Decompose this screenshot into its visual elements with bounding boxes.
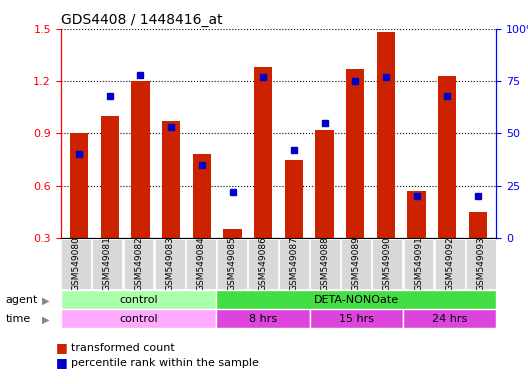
Bar	[131, 81, 149, 238]
Bar	[92, 239, 122, 289]
Bar	[438, 76, 456, 238]
Text: GSM549084: GSM549084	[196, 237, 205, 291]
Bar	[162, 121, 181, 238]
Bar	[279, 239, 309, 289]
Bar	[254, 67, 272, 238]
Bar	[285, 160, 303, 238]
Text: ■: ■	[55, 341, 67, 354]
Text: GSM549086: GSM549086	[259, 237, 268, 291]
Text: GSM549091: GSM549091	[414, 237, 423, 291]
Text: GDS4408 / 1448416_at: GDS4408 / 1448416_at	[61, 13, 222, 27]
Bar	[223, 229, 242, 238]
Text: ▶: ▶	[42, 314, 50, 324]
Text: GSM549085: GSM549085	[228, 237, 237, 291]
Text: GSM549087: GSM549087	[289, 237, 298, 291]
Bar	[124, 239, 154, 289]
Text: GSM549083: GSM549083	[165, 237, 174, 291]
Bar	[61, 290, 216, 309]
Text: GSM549080: GSM549080	[72, 237, 81, 291]
Bar	[186, 239, 215, 289]
Bar	[466, 239, 496, 289]
Text: ■: ■	[55, 356, 67, 369]
Text: GSM549089: GSM549089	[352, 237, 361, 291]
Bar	[248, 239, 278, 289]
Bar	[101, 116, 119, 238]
Text: GSM549088: GSM549088	[320, 237, 329, 291]
Bar	[216, 290, 496, 309]
Bar	[61, 309, 216, 328]
Bar	[403, 239, 433, 289]
Bar	[216, 309, 309, 328]
Text: ▶: ▶	[42, 295, 50, 305]
Bar	[217, 239, 247, 289]
Text: GSM549082: GSM549082	[134, 237, 143, 291]
Bar	[435, 239, 465, 289]
Bar	[310, 239, 340, 289]
Text: GSM549090: GSM549090	[383, 237, 392, 291]
Text: percentile rank within the sample: percentile rank within the sample	[71, 358, 259, 368]
Bar	[408, 191, 426, 238]
Bar	[193, 154, 211, 238]
Text: 8 hrs: 8 hrs	[249, 314, 277, 324]
Bar	[346, 69, 364, 238]
Bar	[155, 239, 185, 289]
Bar	[403, 309, 496, 328]
Text: GSM549093: GSM549093	[476, 237, 485, 291]
Bar	[61, 239, 91, 289]
Text: GSM549092: GSM549092	[445, 237, 454, 291]
Text: agent: agent	[5, 295, 37, 305]
Text: control: control	[119, 314, 158, 324]
Text: DETA-NONOate: DETA-NONOate	[314, 295, 399, 305]
Bar	[70, 133, 88, 238]
Bar	[309, 309, 403, 328]
Bar	[315, 130, 334, 238]
Bar	[469, 212, 487, 238]
Text: 24 hrs: 24 hrs	[432, 314, 467, 324]
Bar	[372, 239, 402, 289]
Bar	[342, 239, 371, 289]
Bar	[376, 32, 395, 238]
Text: 15 hrs: 15 hrs	[339, 314, 374, 324]
Text: transformed count: transformed count	[71, 343, 175, 353]
Text: GSM549081: GSM549081	[103, 237, 112, 291]
Text: control: control	[119, 295, 158, 305]
Text: time: time	[5, 314, 31, 324]
